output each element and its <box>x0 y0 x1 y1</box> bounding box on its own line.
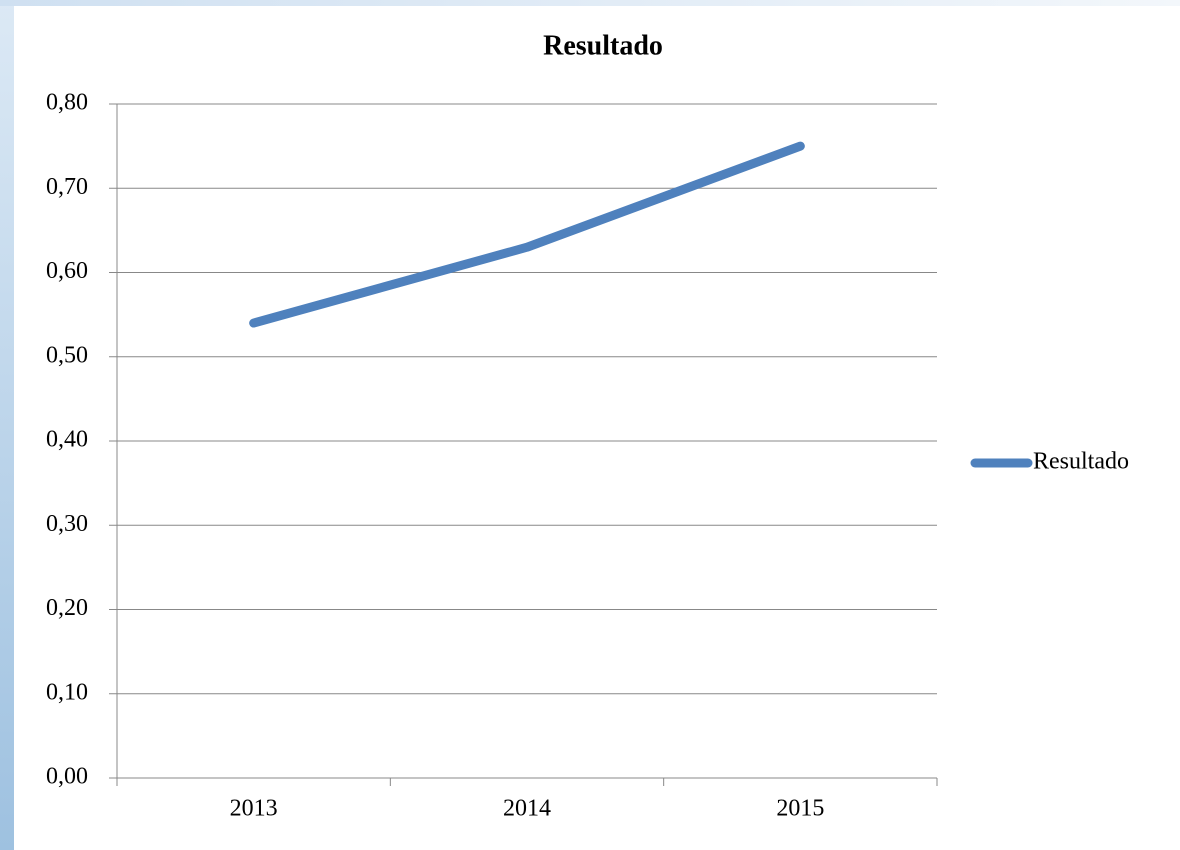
x-tick-label: 2013 <box>230 796 278 822</box>
y-tick-label: 0,80 <box>46 90 88 116</box>
y-tick-label: 0,30 <box>46 511 88 537</box>
y-tick-label: 0,20 <box>46 595 88 621</box>
chart-title: Resultado <box>543 30 663 61</box>
y-tick-label: 0,60 <box>46 258 88 284</box>
window-edge <box>0 0 14 850</box>
window-top-edge <box>0 0 1180 6</box>
data-line <box>249 141 805 328</box>
y-tick-label: 0,70 <box>46 174 88 200</box>
y-tick-label: 0,00 <box>46 764 88 790</box>
legend-label: Resultado <box>1033 449 1129 475</box>
x-tick-label: 2014 <box>503 796 551 822</box>
y-tick-label: 0,10 <box>46 679 88 705</box>
y-tick-label: 0,50 <box>46 342 88 368</box>
x-tick-label: 2015 <box>776 796 824 822</box>
y-tick-label: 0,40 <box>46 427 88 453</box>
